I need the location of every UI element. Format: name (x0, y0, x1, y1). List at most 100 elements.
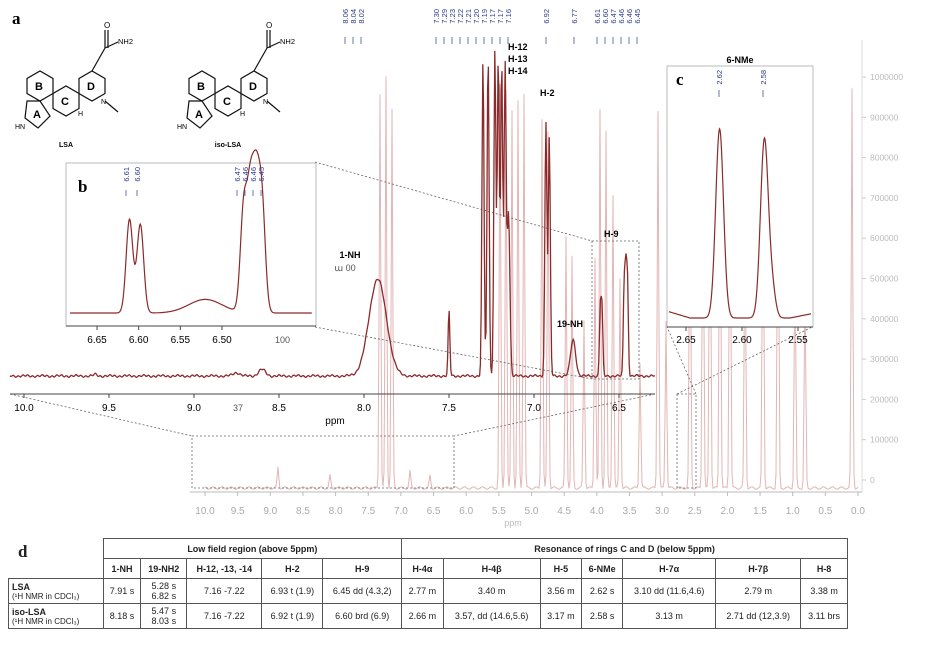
table-cell: 7.16 -7.22 (186, 603, 263, 629)
amide-bond (253, 47, 268, 72)
full-xtick-label: 8.5 (296, 506, 310, 517)
table-cell: 5.28 s 6.82 s (140, 578, 188, 604)
table-header: H-7β (715, 558, 802, 579)
table-cell: 7.16 -7.22 (186, 578, 263, 604)
ring-a (186, 100, 213, 129)
stray-text-3: 100 (275, 335, 290, 345)
full-xtick-label: 4.5 (557, 506, 571, 517)
full-xtick-label: 0.5 (818, 506, 832, 517)
table-cell: 6.92 t (1.9) (261, 603, 324, 629)
b-peak-label: 6.46 (249, 167, 258, 182)
full-ytick-label: 900000 (870, 112, 899, 122)
stray-text-1: ա 00 (334, 263, 355, 273)
panel-label-a: a (12, 9, 21, 28)
label-h2: H-2 (540, 88, 555, 98)
peak-label: 7.20 (472, 9, 481, 24)
ring-d (78, 70, 106, 102)
table-cell: 6.93 t (1.9) (261, 578, 324, 604)
c-tick-label: 2.60 (732, 335, 752, 346)
full-xtick-label: 2.0 (720, 506, 734, 517)
amide-bond (91, 47, 106, 72)
b-tick-label: 6.60 (129, 335, 149, 346)
peak-label: 6.92 (542, 9, 551, 24)
full-xtick-label: 0.0 (851, 506, 865, 517)
full-ytick-label: 600000 (870, 233, 899, 243)
full-spectrum: 10.0 9.5 9.0 8.5 8.0 7.5 7.0 6.5 6.0 5.5 5.0 4.5 4.0… (190, 40, 903, 528)
main-xtick-label: 8.5 (272, 403, 286, 414)
table-cell: 3.10 dd (11.6,4.6) (622, 578, 717, 604)
full-xtick-label: 1.0 (786, 506, 800, 517)
ring-label: B (197, 81, 205, 93)
peak-label: 8.04 (349, 9, 358, 24)
main-xtick-label: 7.0 (527, 403, 541, 414)
peak-label: 6.46 (617, 9, 626, 24)
full-xtick-label: 5.0 (525, 506, 539, 517)
label-h12: H-12 (508, 42, 528, 52)
table-group-low: Low field region (above 5ppm) (102, 538, 403, 559)
table-header: H-8 (800, 558, 848, 579)
table-header: 1-NH (102, 558, 142, 579)
c-tick-label: 2.65 (676, 335, 696, 346)
peak-label: 6.47 (609, 9, 618, 24)
full-xtick-label: 3.0 (655, 506, 669, 517)
peak-label: 7.16 (504, 9, 513, 24)
c-peak-label: 2.58 (759, 70, 768, 85)
main-xtick-label: 7.5 (442, 403, 456, 414)
row-sub: (¹H NMR in CDCl₃) (12, 616, 80, 626)
table-cell: 5.47 s 8.03 s (140, 603, 188, 629)
table-cell: 3.13 m (622, 603, 717, 629)
table-cell: 8.18 s (102, 603, 142, 629)
table-header: H-4α (401, 558, 444, 579)
peak-label: 6.45 (633, 9, 642, 24)
full-xtick-label: 1.5 (753, 506, 767, 517)
full-ytick-label: 100000 (870, 435, 899, 445)
amide-bond (266, 41, 281, 49)
full-xtick-label: 5.5 (492, 506, 506, 517)
peak-label: 6.46 (625, 9, 634, 24)
table-cell: 3.17 m (539, 603, 583, 629)
label-h9: H-9 (604, 229, 619, 239)
table-cell: 3.38 m (800, 578, 848, 604)
structure-lsa: O NH2 HN N H A B C D LSA (15, 21, 133, 149)
ring-label: C (61, 96, 69, 108)
full-xtick-label: 7.0 (394, 506, 408, 517)
peak-label: 7.17 (488, 9, 497, 24)
label-19nh: 19-NH (557, 319, 583, 329)
table-cell: 2.62 s (581, 578, 624, 604)
peak-label: 7.23 (448, 9, 457, 24)
atom-n: N (101, 99, 106, 106)
table-cell: 2.77 m (401, 578, 444, 604)
full-ytick-label: 500000 (870, 274, 899, 284)
peak-label: 6.61 (593, 9, 602, 24)
table-header: 6-NMe (581, 558, 624, 579)
row-sub: (¹H NMR in CDCl₃) (12, 591, 80, 601)
table-header: 19-NH2 (140, 558, 188, 579)
peak-label: 8.06 (341, 9, 350, 24)
ring-label: A (195, 109, 203, 121)
c-peak-label: 2.62 (715, 70, 724, 85)
table-header: H-5 (539, 558, 583, 579)
table-header: H-2 (261, 558, 324, 579)
main-xlabel: ppm (325, 416, 344, 427)
table-cell: 6.60 brd (6.9) (322, 603, 403, 629)
nmr-figure: 10.0 9.5 9.0 8.5 8.0 7.5 7.0 6.5 6.0 5.5 5.0 4.5 4.0… (9, 9, 903, 528)
full-xtick-label: 3.5 (622, 506, 636, 517)
ring-a (24, 100, 51, 129)
structure-name: iso-LSA (215, 142, 241, 149)
nmr-table: Low field region (above 5ppm) Resonance … (8, 538, 848, 629)
atom-nh: HN (177, 124, 187, 131)
table-cell: 2.66 m (401, 603, 444, 629)
amide-bond (104, 41, 119, 49)
full-ytick-label: 700000 (870, 193, 899, 203)
full-ytick-label: 400000 (870, 314, 899, 324)
atom-nh2: NH2 (118, 37, 133, 46)
row-name: iso-LSA (12, 606, 47, 617)
b-peak-label: 6.47 (233, 167, 242, 182)
structure-name: LSA (59, 142, 73, 149)
table-cell: 3.11 brs (800, 603, 848, 629)
b-peak-label: 6.45 (257, 167, 266, 182)
main-spectrum: 10.0 9.5 9.0 8.5 8.0 7.5 7.0 6.5 ppm 1-NH ա 00 … (9, 9, 656, 427)
b-tick-label: 6.65 (87, 335, 107, 346)
row-label: iso-LSA (¹H NMR in CDCl₃) (8, 603, 104, 629)
